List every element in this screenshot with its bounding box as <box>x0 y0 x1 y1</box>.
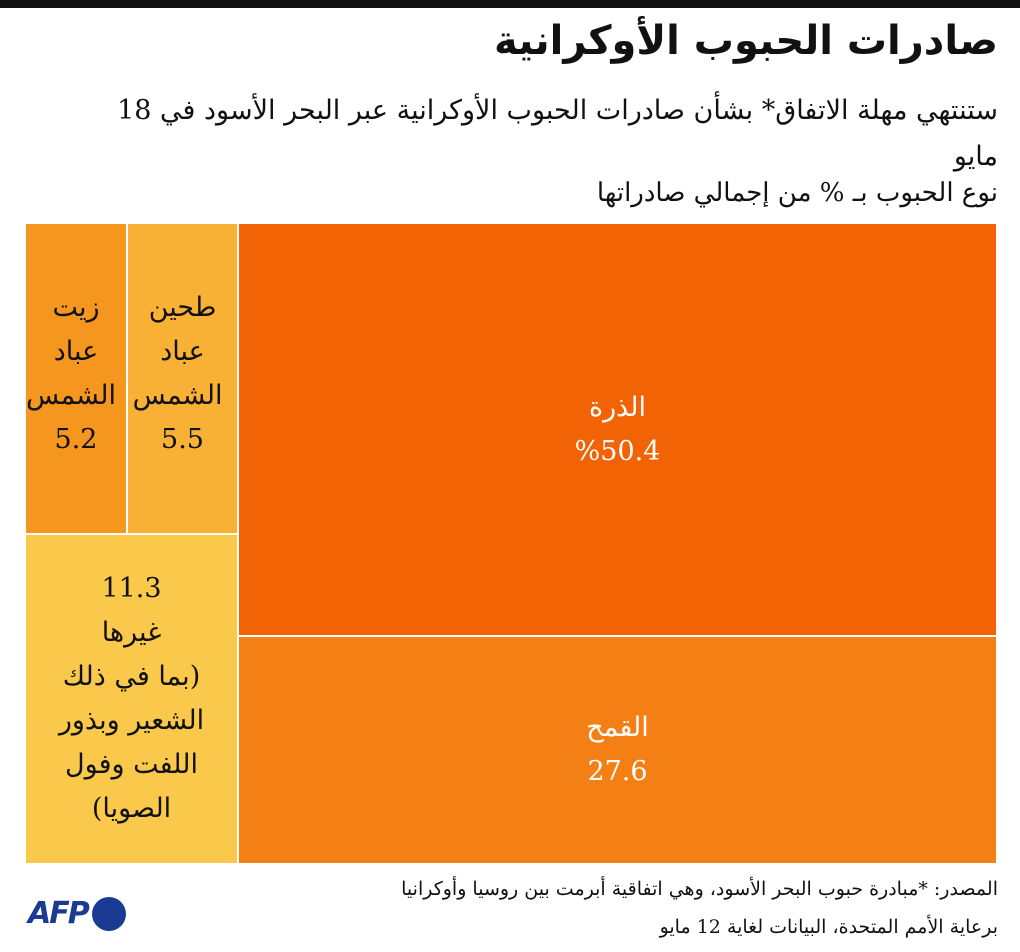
logo-text: AFP <box>28 896 90 931</box>
cell-label: القمح <box>586 712 649 743</box>
cell-value: %50.4 <box>574 435 661 467</box>
chart-title: صادرات الحبوب الأوكرانية <box>494 18 998 64</box>
cell-value: 5.5 <box>161 424 204 455</box>
chart-measure-label: نوع الحبوب بـ % من إجمالي صادراتها <box>596 178 998 208</box>
afp-logo: AFP <box>28 896 126 931</box>
cell-value: 27.6 <box>587 756 648 787</box>
treemap-cell-wheat: القمح 27.6 <box>238 636 997 864</box>
cell-label: طحين عباد الشمس <box>132 292 223 411</box>
treemap-cell-sunflower-oil: زيت عباد الشمس 5.2 <box>25 223 127 534</box>
source-line-1: المصدر: *مبادرة حبوب البحر الأسود، وهي ا… <box>401 878 998 900</box>
treemap-cell-sunflower-meal: طحين عباد الشمس 5.5 <box>127 223 238 534</box>
cell-note: (بما في ذلك الشعير وبذور اللفت وفول الصو… <box>58 661 205 824</box>
cell-label: الذرة <box>588 391 647 423</box>
logo-circle-icon <box>91 896 126 931</box>
cell-value: 11.3 <box>101 573 162 604</box>
treemap-cell-corn: الذرة %50.4 <box>238 223 997 636</box>
cell-label: زيت عباد الشمس <box>26 292 116 411</box>
treemap-cell-other: 11.3 غيرها (بما في ذلك الشعير وبذور اللف… <box>25 534 238 864</box>
cell-value: 5.2 <box>54 424 98 455</box>
top-bar <box>0 0 1020 8</box>
source-note: المصدر: *مبادرة حبوب البحر الأسود، وهي ا… <box>401 870 998 946</box>
cell-label: غيرها <box>101 617 162 648</box>
source-line-2: برعاية الأمم المتحدة، البيانات لغاية 12 … <box>659 916 998 938</box>
chart-subtitle: ستنتهي مهلة الاتفاق* بشأن صادرات الحبوب … <box>117 95 998 172</box>
